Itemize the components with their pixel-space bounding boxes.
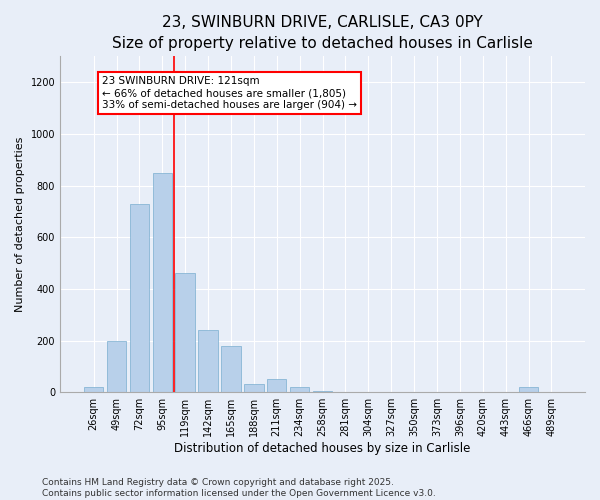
- Bar: [290, 387, 310, 392]
- Y-axis label: Number of detached properties: Number of detached properties: [15, 136, 25, 312]
- Bar: [152, 172, 172, 392]
- Bar: [107, 340, 126, 392]
- Text: 23 SWINBURN DRIVE: 121sqm
← 66% of detached houses are smaller (1,805)
33% of se: 23 SWINBURN DRIVE: 121sqm ← 66% of detac…: [102, 76, 357, 110]
- Bar: [199, 330, 218, 392]
- Bar: [84, 387, 103, 392]
- Bar: [175, 274, 195, 392]
- Bar: [221, 346, 241, 392]
- Title: 23, SWINBURN DRIVE, CARLISLE, CA3 0PY
Size of property relative to detached hous: 23, SWINBURN DRIVE, CARLISLE, CA3 0PY Si…: [112, 15, 533, 51]
- Bar: [519, 387, 538, 392]
- Bar: [267, 380, 286, 392]
- Bar: [313, 391, 332, 392]
- X-axis label: Distribution of detached houses by size in Carlisle: Distribution of detached houses by size …: [175, 442, 471, 455]
- Bar: [244, 384, 263, 392]
- Text: Contains HM Land Registry data © Crown copyright and database right 2025.
Contai: Contains HM Land Registry data © Crown c…: [42, 478, 436, 498]
- Bar: [130, 204, 149, 392]
